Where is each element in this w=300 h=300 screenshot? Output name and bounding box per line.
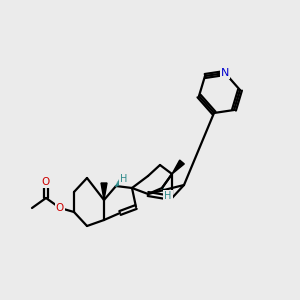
Polygon shape xyxy=(101,183,107,200)
Text: H: H xyxy=(164,191,172,201)
Polygon shape xyxy=(162,188,170,198)
Text: H: H xyxy=(120,174,128,184)
Text: O: O xyxy=(42,177,50,187)
Text: O: O xyxy=(56,203,64,213)
Text: N: N xyxy=(221,68,229,78)
Polygon shape xyxy=(172,160,184,174)
